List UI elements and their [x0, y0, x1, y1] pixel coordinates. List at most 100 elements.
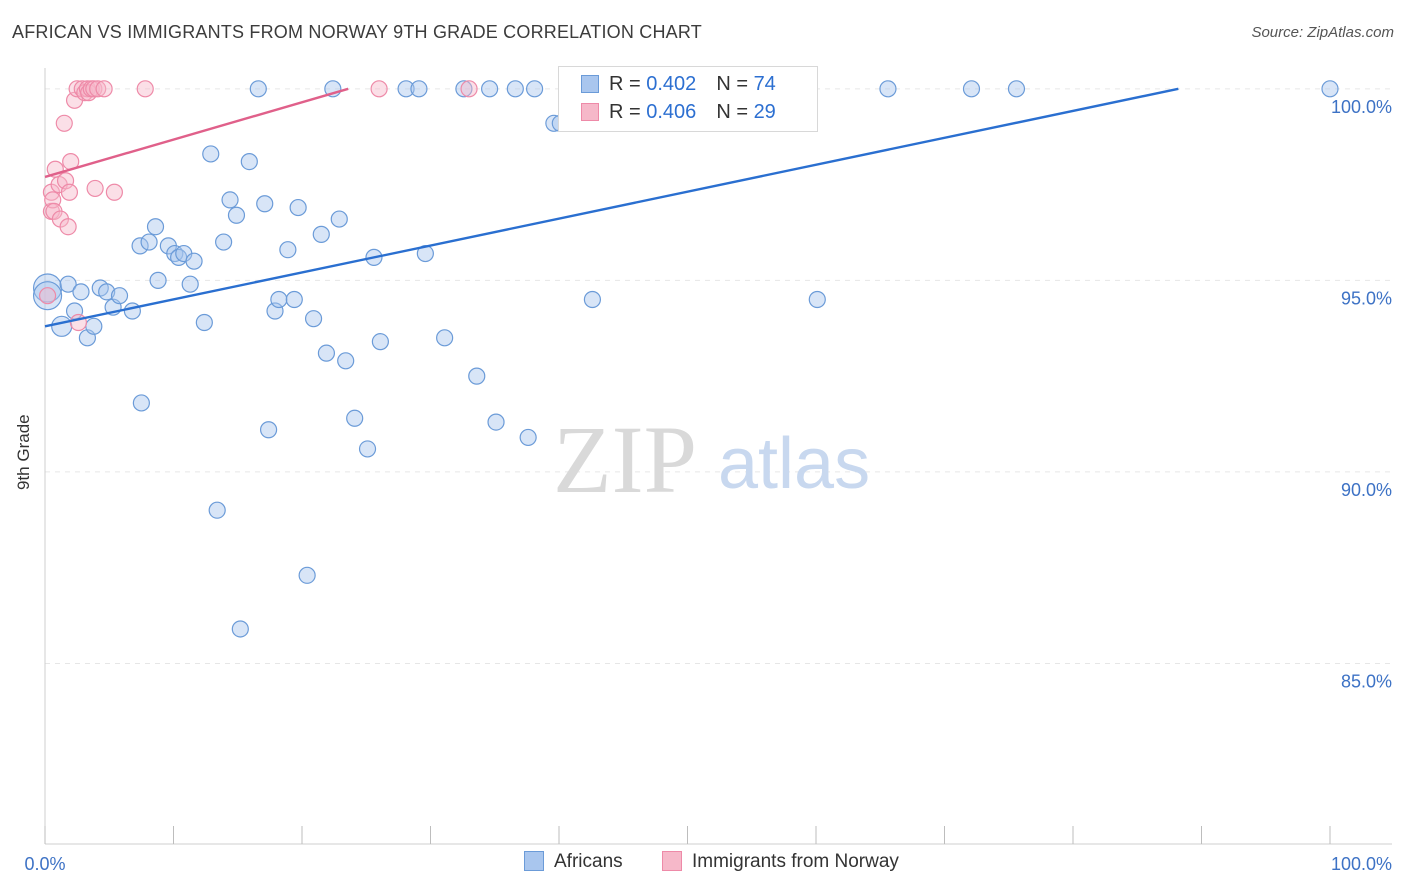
norway-legend-label: Immigrants from Norway [692, 851, 899, 872]
norway-swatch [581, 103, 599, 121]
african-point [132, 394, 150, 412]
stats-legend: R = 0.402 N = 74 R = 0.406 N = 29 [558, 66, 818, 132]
norway-point [95, 80, 113, 98]
african-point [455, 80, 473, 98]
tick-labels: 85.0% 90.0% 95.0% 100.0% 0.0% 100.0% [24, 97, 1392, 874]
african-point [1321, 80, 1339, 98]
african-point [481, 80, 499, 98]
african-point [337, 352, 355, 370]
african-point [72, 283, 90, 301]
african-point [51, 315, 73, 337]
african-point [85, 317, 103, 335]
african-point [410, 80, 428, 98]
africans-swatch [581, 75, 599, 93]
norway-point [89, 80, 107, 98]
norway-point [370, 80, 388, 98]
norway-point [460, 80, 478, 98]
x-tick-label-100: 100.0% [1331, 854, 1392, 874]
norway-r-label: R = [609, 101, 647, 123]
data-points [32, 80, 1339, 638]
african-point [808, 290, 826, 309]
norway-trend-line [44, 87, 349, 179]
african-point [231, 620, 249, 638]
norway-point [105, 183, 123, 201]
african-point [317, 344, 336, 362]
norway-n-value: 29 [753, 101, 776, 123]
african-point [312, 225, 330, 243]
african-point [270, 290, 288, 309]
africans-legend-label: Africans [554, 851, 623, 872]
african-point [525, 80, 544, 98]
african-point [149, 271, 167, 289]
african-point [583, 290, 602, 309]
africans-n-value: 74 [753, 73, 776, 95]
african-point [506, 80, 524, 98]
y-tick-label-90: 90.0% [1341, 480, 1392, 500]
african-point [249, 80, 267, 98]
source-label: Source: ZipAtlas.com [1251, 24, 1394, 41]
african-point [289, 198, 307, 217]
african-point [215, 233, 233, 251]
watermark-atlas: atlas [718, 424, 870, 504]
african-point [304, 310, 323, 328]
legend-row-norway: R = 0.406 N = 29 [581, 101, 776, 127]
watermark: ZIP atlas [553, 406, 870, 513]
african-point [256, 195, 274, 213]
trend-lines [44, 87, 1179, 328]
norway-n-label: N = [716, 101, 754, 123]
african-point [110, 287, 129, 305]
y-axis-label: 9th Grade [14, 414, 33, 490]
norway-point [55, 114, 73, 132]
norway-point [69, 313, 88, 332]
x-tick-label-0: 0.0% [24, 854, 65, 874]
african-point [221, 191, 239, 209]
african-point [195, 313, 213, 332]
african-point [371, 333, 389, 351]
african-point [208, 501, 226, 519]
norway-point [60, 183, 79, 201]
y-tick-label-100: 100.0% [1331, 97, 1392, 117]
african-point [227, 206, 246, 224]
african-point [240, 153, 258, 171]
african-point [123, 302, 141, 320]
african-point [259, 421, 278, 439]
norway-point [38, 287, 57, 305]
african-point [879, 80, 897, 98]
y-tick-label-95: 95.0% [1341, 288, 1392, 308]
norway-point [59, 218, 77, 236]
african-point [519, 428, 537, 447]
africans-legend-swatch [524, 851, 544, 871]
african-point [468, 367, 486, 385]
african-point [181, 275, 199, 293]
legend-item-africans[interactable]: Africans [524, 851, 623, 873]
african-point [397, 80, 415, 98]
african-point [59, 275, 77, 293]
african-point [487, 413, 505, 431]
norway-legend-swatch [662, 851, 682, 871]
african-point [32, 281, 63, 311]
african-trend-line [44, 87, 1179, 328]
african-point [1007, 80, 1026, 98]
norway-r-value: 0.406 [646, 101, 697, 123]
african-point [285, 290, 303, 309]
watermark-zip: ZIP [553, 406, 697, 513]
african-point [358, 440, 377, 458]
norway-point [136, 80, 154, 98]
legend-item-norway[interactable]: Immigrants from Norway [662, 851, 899, 873]
african-point [436, 329, 454, 347]
african-point [330, 210, 348, 228]
y-tick-label-85: 85.0% [1341, 671, 1392, 691]
gridlines [45, 88, 1392, 664]
africans-n-label: N = [716, 73, 754, 95]
african-point [298, 566, 316, 584]
african-point [140, 233, 158, 251]
african-point [346, 409, 364, 427]
african-point [962, 80, 981, 98]
african-point [202, 145, 220, 163]
axes [44, 68, 1392, 845]
african-point [279, 241, 297, 259]
norway-point [86, 179, 104, 198]
african-point [185, 252, 203, 270]
chart-title: AFRICAN VS IMMIGRANTS FROM NORWAY 9TH GR… [12, 22, 702, 42]
